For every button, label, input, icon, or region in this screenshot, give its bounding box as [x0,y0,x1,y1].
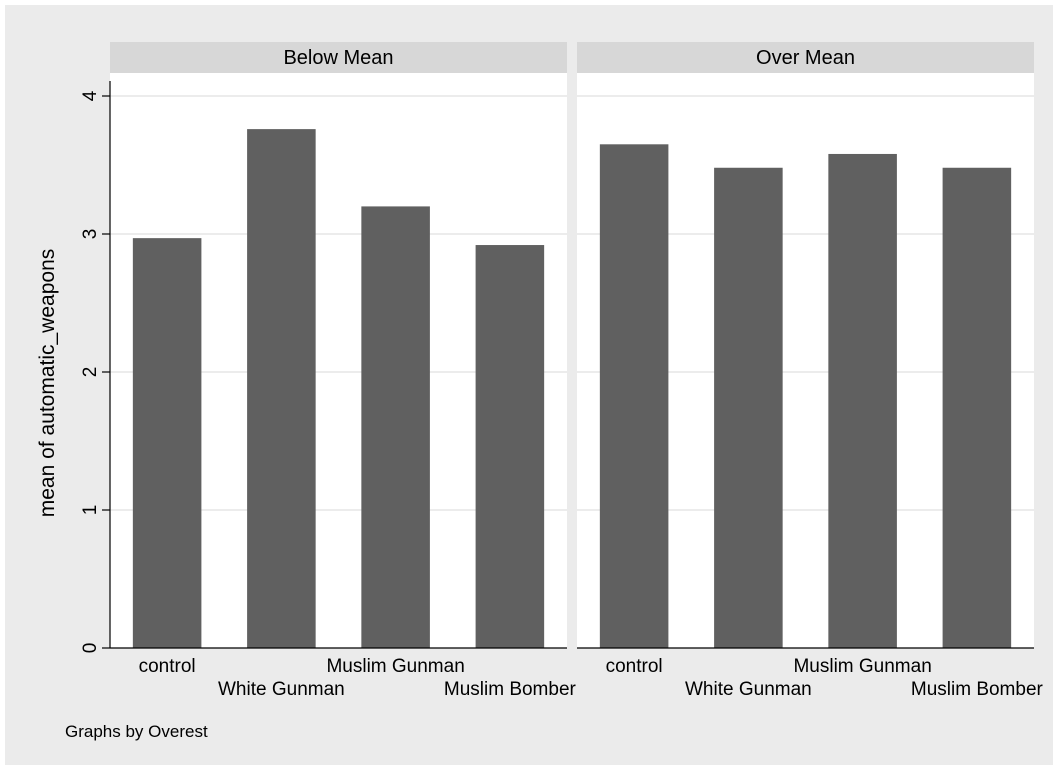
x-tick-label: Muslim Bomber [444,679,577,700]
y-axis-label: mean of automatic_weapons [36,249,59,518]
panel-title: Below Mean [283,47,393,69]
bar-muslim-bomber [942,167,1012,648]
panel-strip [110,42,567,73]
bar-white-gunman [247,129,316,648]
bar-control [599,144,669,649]
bar-muslim-gunman [828,153,897,648]
x-tick-label: control [606,656,663,677]
chart-figure: Below Mean control White Gunman Muslim Gunm… [5,5,1053,765]
bar-control [132,238,202,648]
bar-white-gunman [714,167,783,648]
y-tick-label: 0 [80,643,101,654]
y-tick-label: 3 [80,229,101,240]
graphs-by-note: Graphs by Overest [65,722,208,741]
x-tick-label: Muslim Gunman [793,656,931,677]
y-tick-label: 1 [80,505,101,516]
y-axis: 0 1 2 3 4 [80,81,111,654]
bar-muslim-bomber [475,245,545,649]
panel-strip [577,42,1034,73]
y-tick-label: 4 [80,90,101,101]
x-tick-label: control [139,656,196,677]
x-tick-label: White Gunman [685,679,812,700]
y-tick-label: 2 [80,367,101,378]
x-tick-label: Muslim Bomber [911,679,1044,700]
panel-title: Over Mean [756,47,855,69]
bar-muslim-gunman [361,206,430,648]
x-tick-label: White Gunman [218,679,345,700]
x-tick-label: Muslim Gunman [326,656,464,677]
